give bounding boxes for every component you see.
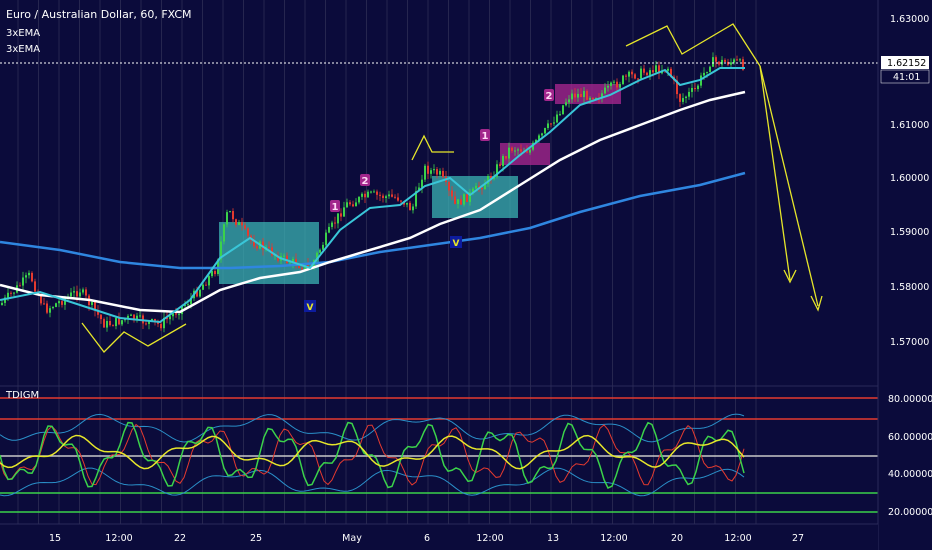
pattern-peak-mid [411,134,454,161]
last-price-text: 1.62152 [887,58,926,69]
last-price-tag [881,56,929,69]
symbol-title: Euro / Australian Dollar, 60, FXCM [6,8,192,21]
marker-3-text: 1 [482,131,489,142]
price-tick-6: 1.58000 [890,282,929,293]
projection-arrow-1 [783,269,797,284]
marker-1-text: 1 [332,202,339,213]
osc-tick-80: 80.00000 [888,394,932,405]
price-axis[interactable]: 1.63000 1.61000 1.60000 1.59000 1.58000 … [890,14,929,348]
pattern-annotations [81,23,823,353]
osc-tick-60: 60.00000 [888,432,932,443]
time-label-6: 6 [424,533,430,544]
marker-2-text: 2 [362,176,369,187]
projection-line-1 [759,65,791,281]
time-label-20: 20 [671,533,683,544]
osc-band-lower [0,467,745,497]
price-tick-5: 1.59000 [890,227,929,238]
marker-4-bg [544,89,554,101]
marker-v2-bg [450,236,462,248]
time-label-1200-c: 12:00 [600,533,627,544]
osc-signal-yellow [0,434,745,470]
time-axis[interactable]: 15 12:00 22 25 May 6 12:00 13 12:00 20 1… [49,533,804,544]
price-axis-bg [878,0,932,550]
time-label-25: 25 [250,533,262,544]
price-tick-7: 1.57000 [890,337,929,348]
osc-signal-red [0,423,745,486]
oscillator-pane [0,397,878,513]
time-label-22: 22 [174,533,186,544]
price-tick-4: 1.60000 [890,173,929,184]
price-tick-3: 1.61000 [890,120,929,131]
oscillator-title: TDIGM [5,390,39,401]
osc-tick-40: 40.00000 [888,469,932,480]
marker-1-bg [330,200,340,212]
marker-4-text: 2 [546,91,553,102]
sequence-box-1 [500,143,550,165]
price-tick-1: 1.63000 [890,14,929,25]
indicator-label-2: 3xEMA [6,44,40,55]
time-label-1200-b: 12:00 [476,533,503,544]
indicator-label-1: 3xEMA [6,28,40,39]
marker-v1-bg [304,300,316,312]
time-axis-bg [0,524,878,550]
ema-mid-line [0,90,746,314]
osc-tick-20: 20.00000 [888,507,932,518]
range-box-1 [219,222,319,284]
time-label-15: 15 [49,533,61,544]
countdown-tag [880,69,930,84]
sequence-markers: 1 2 1 2 V V [304,89,554,313]
projection-arrow-2 [810,295,823,312]
ema-slow-line [0,171,746,270]
time-label-13: 13 [547,533,559,544]
marker-v1-text: V [307,303,314,313]
projection-line-2 [759,65,819,307]
marker-v2-text: V [453,239,460,249]
pattern-w-left [81,322,187,353]
time-label-1200-d: 12:00 [724,533,751,544]
pattern-double-top [625,23,761,67]
osc-band-upper [0,413,745,443]
ema-fast-line [0,67,745,324]
oscillator-axis[interactable]: 80.00000 60.00000 40.00000 20.00000 [888,394,932,518]
marker-3-bg [480,129,490,141]
time-label-27: 27 [792,533,804,544]
time-label-may: May [342,533,362,544]
marker-2-bg [360,174,370,186]
osc-signal-green [0,421,745,489]
time-label-1200-a: 12:00 [105,533,132,544]
countdown-text: 41:01 [893,72,920,83]
chart-header: Euro / Australian Dollar, 60, FXCM 3xEMA… [5,8,192,401]
